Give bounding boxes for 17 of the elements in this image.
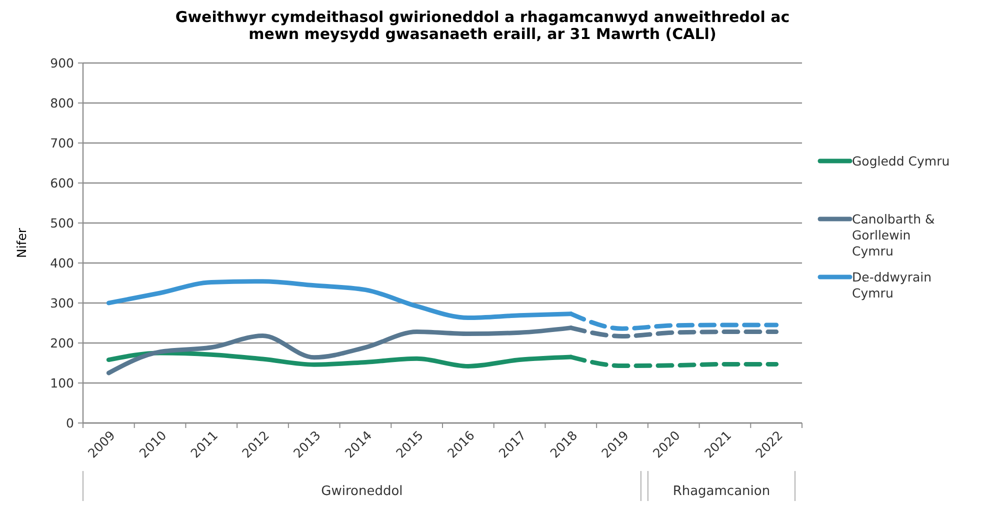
y-tick-label: 800 — [50, 95, 74, 110]
text: Rhagamcanion — [672, 484, 770, 499]
y-tick-label: 0 — [66, 415, 74, 430]
y-tick-label: 400 — [50, 255, 74, 270]
y-tick-label: 700 — [50, 135, 74, 150]
y-tick-label: 500 — [50, 215, 74, 230]
legend-label: Canolbarth & Gorllewin Cymru — [852, 211, 935, 258]
y-tick-label: 600 — [50, 175, 74, 190]
legend-label: De-ddwyrain Cymru — [852, 269, 932, 300]
y-tick-label: 900 — [50, 55, 74, 70]
text: Gwironeddol — [321, 484, 403, 499]
y-axis-title: Nifer — [14, 227, 29, 258]
chart-title: Gweithwyr cymdeithasol gwirioneddol a rhagamcanwyd anweithredol ac mewn meysydd gwasanaeth eraill, ar 31 Mawrth (CALl) — [175, 8, 790, 43]
y-tick-label: 100 — [50, 375, 74, 390]
y-tick-label: 300 — [50, 295, 74, 310]
y-tick-label: 200 — [50, 335, 74, 350]
legend-label: Gogledd Cymru — [852, 153, 950, 168]
